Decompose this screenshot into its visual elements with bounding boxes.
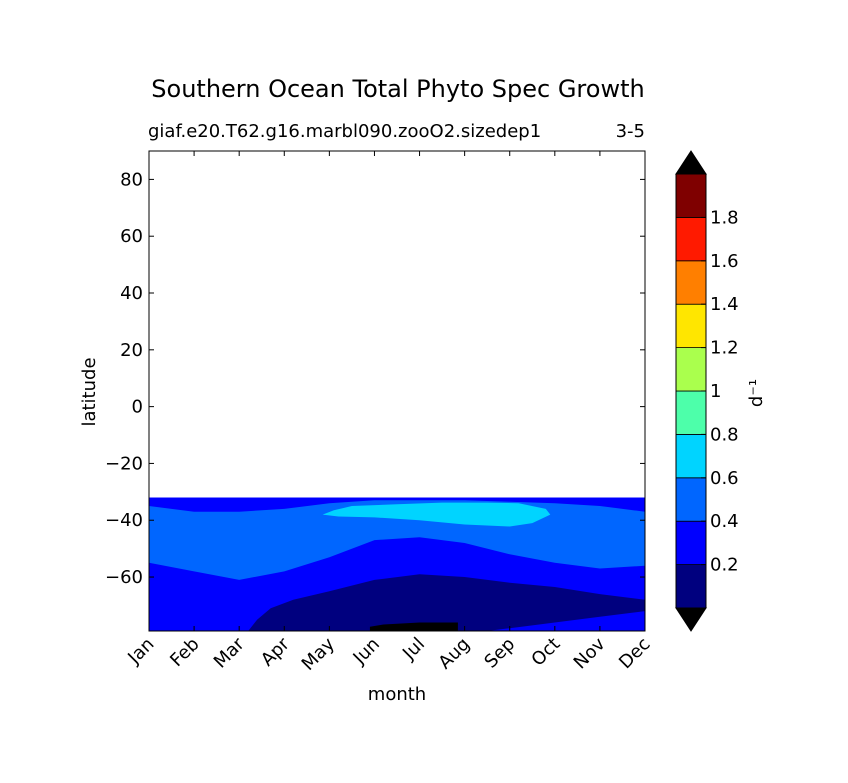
colorbar-segment (675, 216, 707, 262)
plot-area (148, 150, 646, 632)
colorbar-tick-label: 1 (710, 381, 721, 402)
x-tick-label: Feb (166, 634, 203, 671)
colorbar-segment (675, 173, 707, 218)
x-tick-label: Dec (615, 634, 654, 673)
y-tick-label: 80 (120, 169, 143, 190)
colorbar-tick-label: 1.8 (710, 207, 739, 228)
contour-fill-1 (322, 502, 551, 527)
y-axis: 80 60 40 20 0 −20 −40 −60 (105, 169, 645, 588)
plot-frame (148, 150, 646, 632)
colorbar-tick-label: 0.8 (710, 424, 739, 445)
y-tick-label: 20 (120, 340, 143, 361)
x-tick-label: Mar (210, 633, 249, 672)
chart-subtitle-season: 3-5 (615, 121, 645, 142)
colorbar-tick-label: 0.4 (710, 511, 739, 532)
colorbar-segment (675, 390, 707, 435)
x-tick-label: Sep (480, 634, 519, 673)
colorbar-segment (675, 520, 707, 566)
y-tick-label: 0 (132, 397, 143, 418)
chart-title: Southern Ocean Total Phyto Spec Growth (151, 75, 645, 103)
colorbar-tick-label: 0.2 (710, 555, 739, 576)
colorbar-segment (675, 303, 707, 349)
colorbar-extend-max (675, 150, 707, 175)
y-axis-label: latitude (79, 357, 100, 426)
x-axis-label: month (368, 684, 426, 705)
x-tick-label: Jul (398, 634, 429, 665)
x-tick-label: Oct (527, 634, 564, 671)
chart-subtitle-run: giaf.e20.T62.g16.marbl090.zooO2.sizedep1 (148, 121, 542, 142)
colorbar: 0.2 0.4 0.6 0.8 1 1.2 1.4 1.6 1.8 (675, 150, 739, 632)
colorbar-segment (675, 260, 707, 305)
colorbar-label: d⁻¹ (746, 379, 767, 407)
colorbar-tick-label: 0.6 (710, 468, 739, 489)
colorbar-segment (675, 347, 707, 392)
y-tick-label: 60 (120, 226, 143, 247)
colorbar-segment (675, 564, 707, 609)
y-tick-label: 40 (120, 283, 143, 304)
contour-fill-3 (369, 622, 458, 631)
colorbar-tick-label: 1.6 (710, 251, 739, 272)
colorbar-tick-label: 1.4 (710, 294, 739, 315)
y-tick-label: −40 (105, 510, 143, 531)
colorbar-extend-min (675, 607, 707, 632)
y-tick-label: −20 (105, 453, 143, 474)
x-tick-label: Jun (349, 634, 384, 669)
x-tick-label: Apr (257, 633, 294, 670)
colorbar-tick-label: 1.2 (710, 338, 739, 359)
x-tick-label: Aug (434, 634, 474, 674)
colorbar-segment (675, 477, 707, 522)
x-tick-label: Nov (570, 633, 610, 673)
contour-fill-2 (248, 574, 645, 631)
x-tick-label: May (298, 633, 339, 674)
y-tick-label: −60 (105, 567, 143, 588)
colorbar-segment (675, 433, 707, 479)
x-tick-label: Jan (123, 634, 158, 669)
